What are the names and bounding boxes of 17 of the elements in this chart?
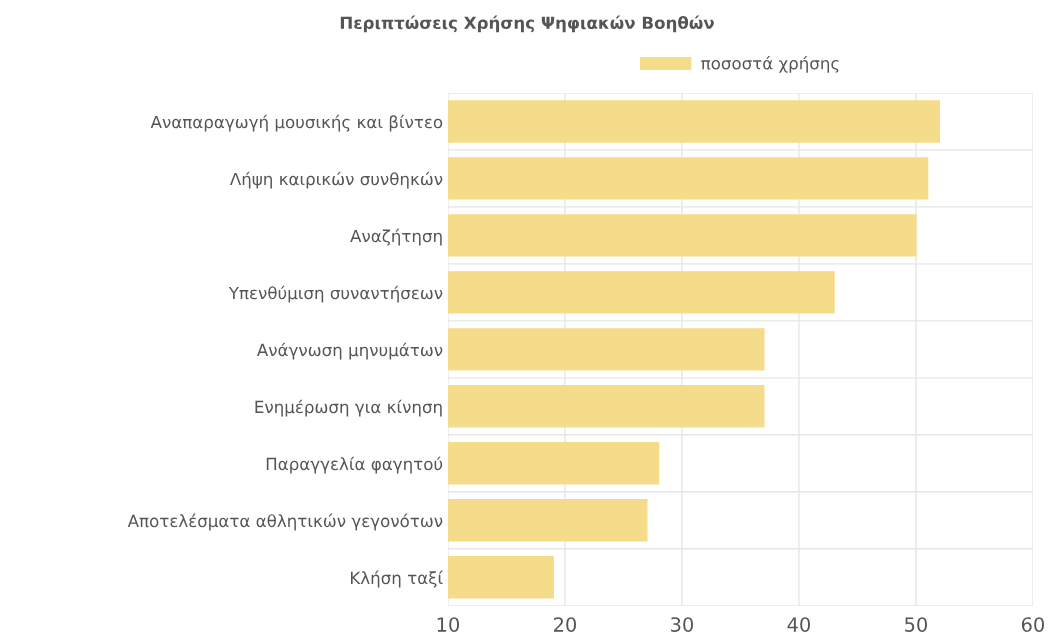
y-tick-label: Κλήση ταξί <box>350 570 443 588</box>
x-tick-label: 30 <box>671 617 694 632</box>
x-tick-label: 10 <box>437 617 460 632</box>
y-tick-label: Λήψη καιρικών συνθηκών <box>229 171 443 189</box>
x-tick-label: 20 <box>554 617 577 632</box>
chart-title: Περιπτώσεις Χρήσης Ψηφιακών Βοηθών <box>340 15 714 33</box>
x-tick-label: 50 <box>905 617 928 632</box>
y-tick-label: Αναπαραγωγή μουσικής και βίντεο <box>150 114 443 132</box>
y-tick-label: Παραγγελία φαγητού <box>266 456 443 474</box>
x-tick-label: 40 <box>787 617 811 632</box>
x-tick-label: 60 <box>1021 617 1044 632</box>
legend-label: ποσοστά χρήσης <box>701 55 839 73</box>
y-tick-label: Αναζήτηση <box>350 228 442 246</box>
y-tick-label: Υπενθύμιση συναντήσεων <box>228 285 443 303</box>
y-tick-label: Ενημέρωση για κίνηση <box>255 399 442 417</box>
y-tick-label: Ανάγνωση μηνυμάτων <box>256 342 443 360</box>
y-tick-label: Αποτελέσματα αθλητικών γεγονότων <box>127 513 443 531</box>
